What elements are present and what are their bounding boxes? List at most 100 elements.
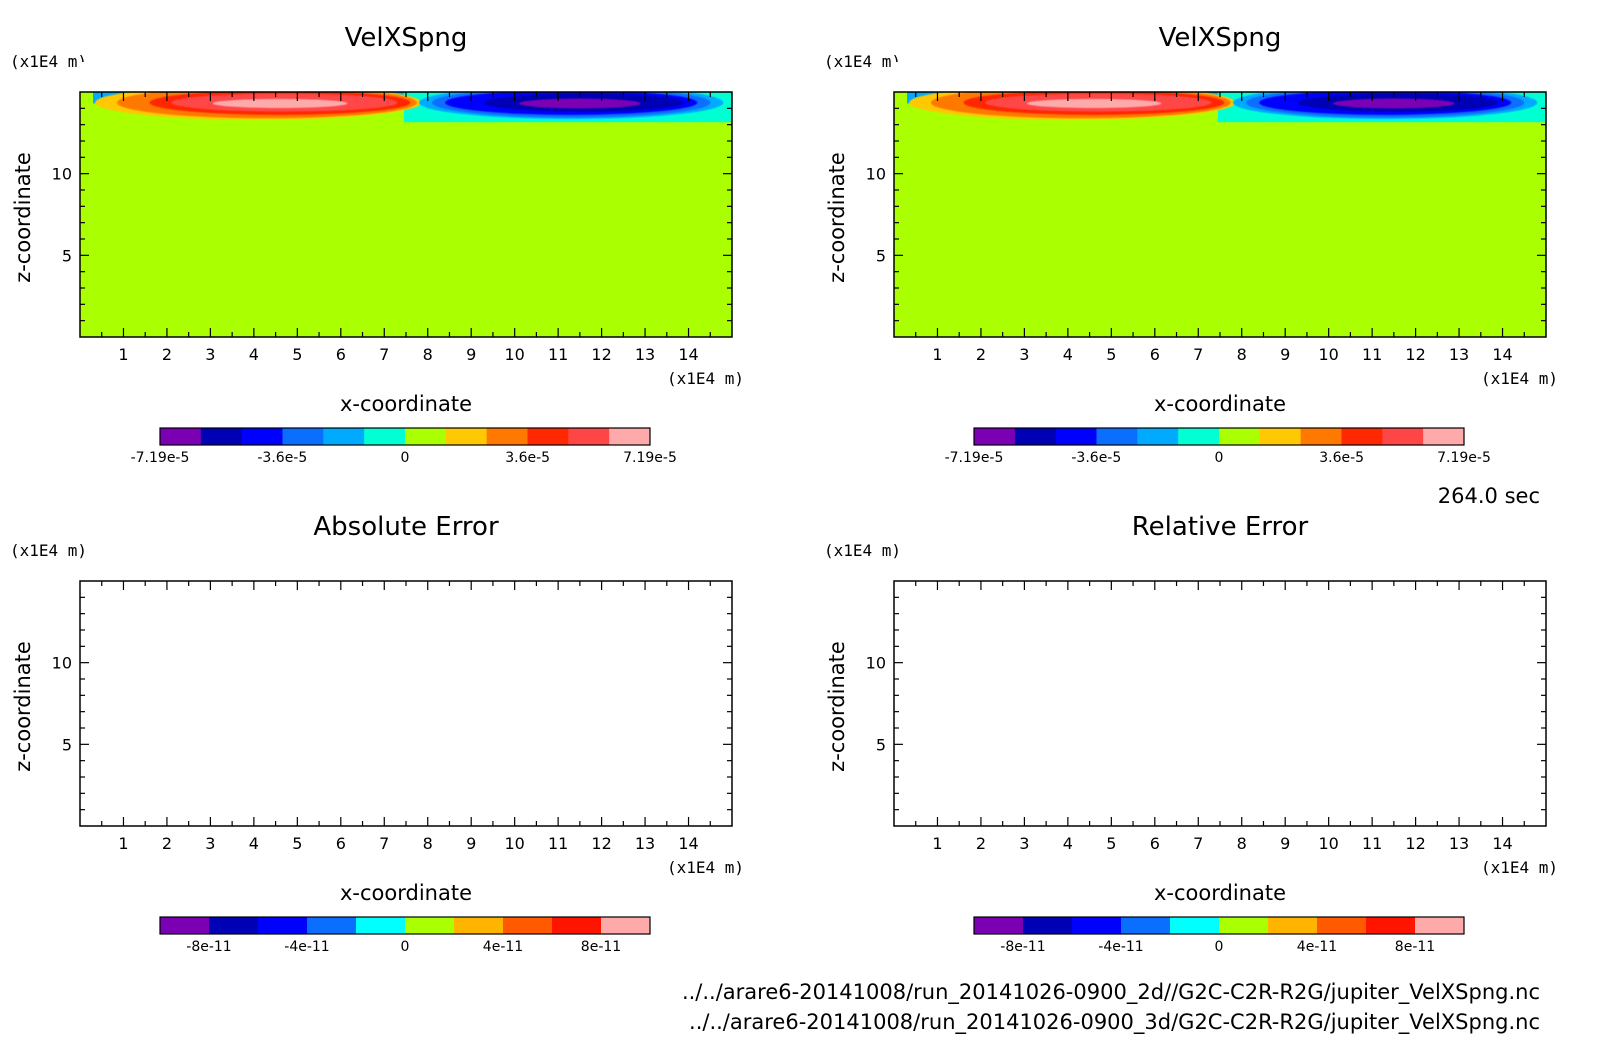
colorbar-segment [405, 428, 447, 445]
y-unit-label: (x1E4 m) [10, 52, 87, 71]
x-tick-label: 7 [1193, 834, 1203, 853]
positive-lobe-level-5 [1026, 98, 1162, 109]
colorbar-segment [1415, 917, 1465, 934]
colorbar-segment [1423, 428, 1465, 445]
x-tick-label: 8 [423, 345, 433, 364]
colorbar-label: 4e-11 [483, 939, 523, 955]
x-tick-label: 1 [118, 834, 128, 853]
field-contours [78, 62, 734, 337]
x-tick-label: 9 [466, 345, 476, 364]
colorbar-segment [445, 428, 488, 445]
x-tick-label: 9 [1280, 834, 1290, 853]
colorbar: -7.19e-5 -3.6e-5 0 3.6e-5 7.19e-5 [131, 427, 677, 466]
colorbar-segment [601, 917, 651, 934]
y-axis-label: z-coordinate [825, 152, 849, 283]
colorbar-label: 7.19e-5 [623, 450, 677, 466]
x-tick-label: 3 [205, 345, 215, 364]
colorbar-segment [1014, 428, 1057, 445]
x-tick-label: 7 [379, 345, 389, 364]
colorbar-segment [1072, 917, 1122, 934]
colorbar-label: 8e-11 [581, 939, 621, 955]
x-tick-label: 10 [504, 345, 524, 364]
colorbar-label: -4e-11 [284, 939, 329, 955]
colorbar-label: 0 [401, 450, 410, 466]
colorbar-label: -4e-11 [1098, 939, 1143, 955]
x-tick-label: 12 [591, 345, 611, 364]
x-tick-label: 11 [548, 345, 568, 364]
y-tick-label: 5 [62, 735, 72, 754]
colorbar-segment [974, 428, 1016, 445]
colorbar-label: 4e-11 [1297, 939, 1337, 955]
x-tick-label: 9 [466, 834, 476, 853]
x-tick-label: 13 [635, 345, 655, 364]
colorbar-segment [486, 428, 528, 445]
x-tick-label: 4 [249, 834, 259, 853]
colorbar-segment [307, 917, 357, 934]
field-background [894, 92, 1546, 337]
x-tick-label: 9 [1280, 345, 1290, 364]
panel-1: VelXSpng(x1E4 m)1 2 3 4 5 6 7 8 9 10 11 12 13 14510(x… [10, 23, 744, 466]
field-background [80, 92, 732, 337]
colorbar-label: -7.19e-5 [131, 450, 190, 466]
x-tick-label: 7 [1193, 345, 1203, 364]
plot-frame [79, 580, 733, 827]
x-tick-label: 1 [932, 834, 942, 853]
colorbar-label: 0 [1215, 450, 1224, 466]
colorbar-segment [356, 917, 406, 934]
x-tick-label: 12 [1405, 834, 1425, 853]
x-tick-label: 7 [379, 834, 389, 853]
colorbar-frame [159, 427, 651, 446]
colorbar-segment [1023, 917, 1073, 934]
colorbar-label: 0 [1215, 939, 1224, 955]
colorbar-segment [568, 428, 610, 445]
colorbar-frame [159, 916, 651, 935]
colorbar-label: 7.19e-5 [1437, 450, 1491, 466]
x-tick-label: 2 [976, 834, 986, 853]
colorbar-segment [200, 428, 243, 445]
colorbar-segment [609, 428, 651, 445]
colorbar-segment [1219, 917, 1269, 934]
x-tick-label: 1 [932, 345, 942, 364]
x-tick-label: 4 [1063, 345, 1073, 364]
colorbar-segment [503, 917, 553, 934]
x-tick-label: 6 [336, 345, 346, 364]
negative-lobe-level-5 [1333, 98, 1455, 109]
x-tick-label: 10 [504, 834, 524, 853]
plot-frame [893, 580, 1547, 827]
y-tick-label: 10 [866, 165, 886, 184]
colorbar-label: 3.6e-5 [1319, 450, 1364, 466]
x-tick-label: 10 [1318, 345, 1338, 364]
colorbar-label: -3.6e-5 [1071, 450, 1121, 466]
colorbar-segment [1096, 428, 1138, 445]
colorbar-segment [552, 917, 602, 934]
x-tick-label: 6 [336, 834, 346, 853]
x-tick-label: 11 [548, 834, 568, 853]
x-tick-label: 3 [205, 834, 215, 853]
colorbar-segment [974, 917, 1024, 934]
x-tick-label: 2 [162, 345, 172, 364]
x-unit-label: (x1E4 m) [667, 858, 744, 877]
colorbar-segment [1382, 428, 1424, 445]
y-tick-label: 5 [876, 246, 886, 265]
colorbar: -8e-11 -4e-11 0 4e-11 8e-11 [973, 916, 1465, 955]
x-axis-label: x-coordinate [340, 392, 472, 416]
x-tick-label: 14 [1492, 834, 1512, 853]
colorbar-label: -3.6e-5 [257, 450, 307, 466]
colorbar-segment [1300, 428, 1342, 445]
colorbar-segment [1055, 428, 1097, 445]
x-tick-label: 5 [292, 345, 302, 364]
x-unit-label: (x1E4 m) [1481, 858, 1558, 877]
colorbar-segment [405, 917, 455, 934]
colorbar-segment [323, 428, 365, 445]
colorbar-segment [1219, 428, 1261, 445]
x-tick-label: 10 [1318, 834, 1338, 853]
colorbar-segment [1121, 917, 1171, 934]
y-tick-label: 10 [52, 654, 72, 673]
x-tick-label: 5 [292, 834, 302, 853]
x-tick-label: 2 [976, 345, 986, 364]
colorbar-label: 0 [401, 939, 410, 955]
colorbar-segment [1317, 917, 1367, 934]
x-tick-label: 12 [591, 834, 611, 853]
x-tick-label: 6 [1150, 345, 1160, 364]
